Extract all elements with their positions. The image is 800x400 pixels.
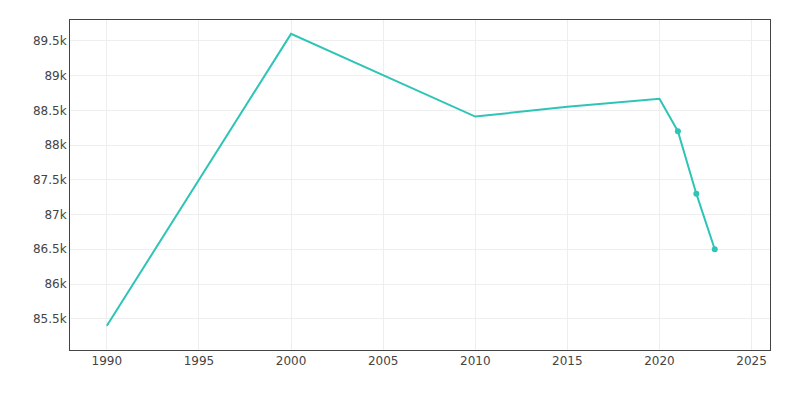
svg-text:87.5k: 87.5k bbox=[33, 173, 67, 187]
svg-text:2015: 2015 bbox=[552, 354, 583, 368]
svg-text:1995: 1995 bbox=[184, 354, 215, 368]
svg-text:2000: 2000 bbox=[276, 354, 307, 368]
svg-text:2010: 2010 bbox=[460, 354, 491, 368]
svg-text:2020: 2020 bbox=[644, 354, 675, 368]
svg-text:2005: 2005 bbox=[368, 354, 399, 368]
svg-text:1990: 1990 bbox=[92, 354, 123, 368]
svg-text:2025: 2025 bbox=[736, 354, 767, 368]
svg-text:85.5k: 85.5k bbox=[33, 312, 67, 326]
svg-text:88k: 88k bbox=[44, 138, 66, 152]
svg-text:86.5k: 86.5k bbox=[33, 242, 67, 256]
svg-text:87k: 87k bbox=[44, 208, 66, 222]
svg-text:89k: 89k bbox=[44, 69, 66, 83]
svg-text:86k: 86k bbox=[44, 277, 66, 291]
svg-text:89.5k: 89.5k bbox=[33, 34, 67, 48]
svg-text:88.5k: 88.5k bbox=[33, 104, 67, 118]
